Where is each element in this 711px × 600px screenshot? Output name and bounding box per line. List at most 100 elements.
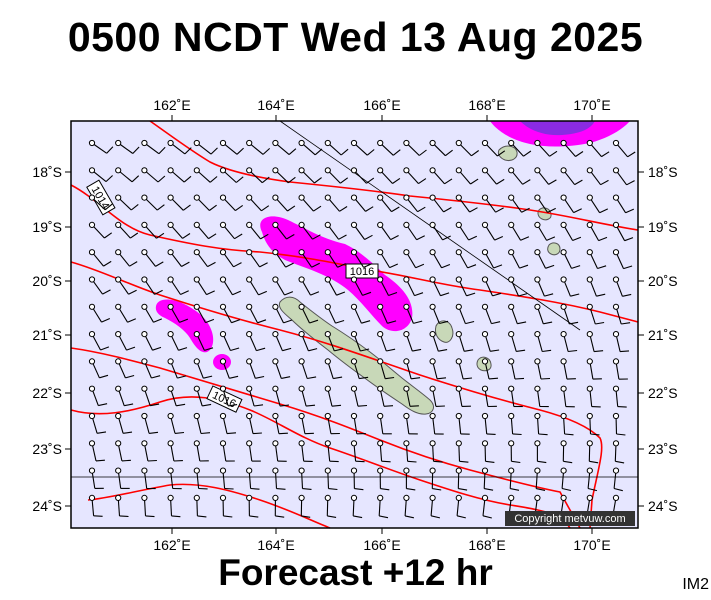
lat-label: 21˚S bbox=[648, 327, 678, 343]
wind-barb bbox=[88, 358, 109, 379]
wind-barb bbox=[324, 494, 337, 518]
wind-barb bbox=[377, 194, 400, 213]
wind-barb bbox=[534, 276, 554, 297]
wind-barb bbox=[586, 440, 599, 464]
wind-barb bbox=[246, 467, 260, 490]
wind-barb bbox=[560, 467, 572, 492]
wind-barb bbox=[298, 440, 313, 462]
lon-label: 166˚E bbox=[363, 97, 400, 113]
isobar-label: 1016 bbox=[350, 266, 374, 278]
wind-barb bbox=[298, 467, 312, 490]
rain-area-north bbox=[260, 216, 413, 332]
wind-barb bbox=[167, 385, 186, 407]
wind-barb bbox=[403, 467, 416, 491]
wind-barb bbox=[560, 303, 579, 325]
wind-barb bbox=[115, 440, 131, 462]
wind-barb bbox=[219, 167, 244, 183]
wind-barb bbox=[272, 412, 288, 435]
wind-barb bbox=[115, 276, 137, 295]
wind-barb bbox=[193, 249, 216, 268]
wind-barb bbox=[481, 249, 503, 269]
map-title: 0500 NCDT Wed 13 Aug 2025 bbox=[67, 14, 644, 60]
wind-barb bbox=[141, 276, 163, 295]
wind-barb bbox=[350, 440, 365, 463]
wind-barb bbox=[219, 276, 242, 296]
wind-barb bbox=[324, 358, 343, 380]
wind-barb bbox=[219, 494, 233, 518]
wind-barb bbox=[115, 494, 129, 518]
wind-barb bbox=[298, 194, 322, 212]
wind-barb bbox=[219, 412, 237, 435]
wind-barb bbox=[508, 440, 521, 464]
wind-barb bbox=[481, 167, 505, 185]
wind-barb bbox=[324, 331, 344, 352]
wind-barb bbox=[167, 221, 191, 239]
wind-barb bbox=[586, 303, 605, 325]
isobar-1017 bbox=[70, 347, 581, 529]
lat-label: 24˚S bbox=[648, 498, 678, 514]
wind-barb bbox=[298, 358, 317, 380]
wind-barb bbox=[429, 167, 453, 185]
lat-label: 20˚S bbox=[32, 273, 62, 289]
wind-barb bbox=[350, 167, 375, 184]
axis-ticks bbox=[65, 115, 644, 534]
wind-barb bbox=[193, 139, 218, 155]
wind-barb bbox=[298, 167, 322, 184]
wind-barb bbox=[508, 194, 530, 213]
wind-barb bbox=[141, 139, 166, 155]
wind-barb bbox=[246, 358, 265, 379]
wind-barb bbox=[350, 139, 375, 156]
wind-barb bbox=[560, 221, 582, 242]
wind-barb bbox=[219, 358, 239, 379]
wind-barb bbox=[455, 412, 470, 435]
wind-barb bbox=[219, 139, 244, 155]
wind-barb bbox=[403, 194, 426, 213]
wind-barb bbox=[429, 412, 444, 435]
wind-barb bbox=[115, 139, 140, 154]
lat-label: 18˚S bbox=[32, 164, 62, 180]
wind-barb bbox=[88, 412, 107, 434]
wind-barb bbox=[350, 303, 371, 324]
wind-barb bbox=[481, 440, 495, 463]
wind-barb bbox=[272, 440, 287, 462]
isobar-1019 bbox=[87, 483, 331, 529]
lat-label: 21˚S bbox=[32, 327, 62, 343]
wind-barb bbox=[219, 331, 240, 352]
wind-barb bbox=[560, 139, 584, 157]
wind-barb bbox=[586, 139, 610, 158]
wind-barb bbox=[403, 276, 424, 297]
wind-barb bbox=[455, 139, 480, 157]
wind-barb bbox=[429, 249, 451, 269]
wind-barb bbox=[560, 331, 578, 353]
wind-barb bbox=[272, 194, 296, 212]
wind-barb bbox=[193, 467, 208, 490]
wind-barb bbox=[324, 276, 346, 296]
lat-label: 18˚S bbox=[648, 164, 678, 180]
wind-barb bbox=[455, 494, 466, 519]
wind-barb bbox=[560, 412, 574, 436]
wind-barb bbox=[612, 331, 630, 353]
wind-barb bbox=[560, 276, 580, 297]
wind-barb bbox=[455, 358, 473, 380]
wind-barb bbox=[350, 467, 364, 491]
wind-barb bbox=[508, 276, 528, 297]
wind-barb bbox=[167, 467, 182, 490]
wind-barb bbox=[403, 331, 422, 352]
wind-barb bbox=[508, 167, 531, 185]
wind-barb bbox=[350, 276, 372, 296]
wind-barb bbox=[141, 221, 165, 239]
wind-barb bbox=[298, 221, 321, 240]
wind-barb bbox=[115, 221, 139, 239]
wind-barb bbox=[586, 167, 609, 186]
wind-barb bbox=[481, 331, 500, 352]
wind-barb bbox=[272, 249, 294, 268]
wind-barb bbox=[298, 412, 314, 435]
wind-barb bbox=[377, 412, 392, 435]
wind-barb bbox=[508, 249, 529, 269]
wind-barb bbox=[324, 440, 339, 463]
grande-terre-island bbox=[278, 296, 434, 415]
wind-barb bbox=[455, 194, 478, 213]
wind-barb bbox=[429, 276, 450, 297]
wind-barb bbox=[193, 221, 217, 240]
isobar-1012 bbox=[149, 120, 639, 231]
